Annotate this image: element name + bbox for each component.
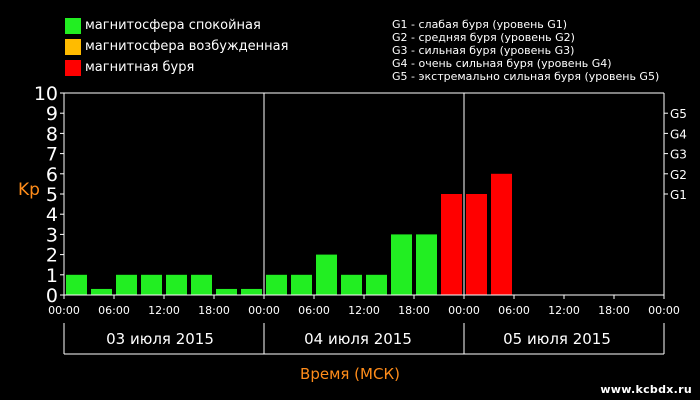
storm-level-g5: G5 - экстремально сильная буря (уровень … — [392, 70, 660, 83]
g-tick-label: G3 — [670, 148, 687, 162]
g-tick-label: G5 — [670, 107, 687, 121]
day-label-2: 04 июля 2015 — [304, 330, 412, 348]
storm-level-g3: G3 - сильная буря (уровень G3) — [392, 44, 575, 57]
x-tick-label: 18:00 — [598, 304, 630, 317]
y-tick-label: 0 — [46, 285, 58, 307]
x-tick-label: 00:00 — [648, 304, 680, 317]
kp-bar — [266, 274, 287, 295]
kp-bar — [441, 194, 462, 295]
y-tick-label: 4 — [46, 204, 58, 226]
kp-bar — [216, 288, 237, 295]
x-tick-label: 12:00 — [548, 304, 580, 317]
kp-bar — [116, 274, 137, 295]
storm-level-g4: G4 - очень сильная буря (уровень G4) — [392, 57, 612, 70]
y-tick-label: 10 — [34, 83, 58, 105]
kp-bar — [91, 288, 112, 295]
day-label-3: 05 июля 2015 — [503, 330, 611, 348]
y-tick-label: 9 — [46, 103, 58, 125]
kp-bar — [391, 234, 412, 295]
x-tick-label: 12:00 — [148, 304, 180, 317]
g-tick-label: G4 — [670, 127, 687, 141]
kp-bar — [166, 274, 187, 295]
y-tick-label: 2 — [46, 245, 58, 267]
storm-level-g2: G2 - средняя буря (уровень G2) — [392, 31, 575, 44]
x-tick-label: 00:00 — [248, 304, 280, 317]
y-axis-title: Kp — [18, 180, 40, 200]
y-tick-label: 1 — [46, 265, 58, 287]
kp-bar — [491, 173, 512, 295]
kp-bar — [191, 274, 212, 295]
x-tick-label: 00:00 — [448, 304, 480, 317]
legend-label-storm: магнитная буря — [85, 60, 195, 75]
y-tick-label: 7 — [46, 144, 58, 166]
site-watermark: www.kcbdx.ru — [600, 383, 692, 396]
kp-bar — [66, 274, 87, 295]
kp-bar — [316, 254, 337, 295]
x-tick-label: 18:00 — [198, 304, 230, 317]
x-tick-label: 12:00 — [348, 304, 380, 317]
x-tick-label: 06:00 — [298, 304, 330, 317]
legend-label-active: магнитосфера возбужденная — [85, 39, 289, 54]
g-tick-label: G1 — [670, 188, 687, 202]
g-tick-label: G2 — [670, 168, 687, 182]
kp-bar — [341, 274, 362, 295]
y-tick-label: 5 — [46, 184, 58, 206]
x-axis-title: Время (МСК) — [300, 365, 400, 383]
kp-bar — [291, 274, 312, 295]
day-label-1: 03 июля 2015 — [106, 330, 214, 348]
kp-bar — [141, 274, 162, 295]
x-tick-label: 06:00 — [498, 304, 530, 317]
kp-bar — [416, 234, 437, 295]
legend-swatch-active — [65, 39, 81, 55]
kp-bar — [241, 288, 262, 295]
kp-bar — [466, 194, 487, 295]
x-tick-label: 06:00 — [98, 304, 130, 317]
y-tick-label: 3 — [46, 224, 58, 246]
y-tick-label: 8 — [46, 123, 58, 145]
legend-swatch-storm — [65, 60, 81, 76]
kp-bar — [366, 274, 387, 295]
x-tick-label: 00:00 — [48, 304, 80, 317]
y-tick-label: 6 — [46, 164, 58, 186]
storm-level-g1: G1 - слабая буря (уровень G1) — [392, 18, 568, 31]
x-tick-label: 18:00 — [398, 304, 430, 317]
legend-label-quiet: магнитосфера спокойная — [85, 18, 261, 33]
legend-swatch-quiet — [65, 18, 81, 34]
